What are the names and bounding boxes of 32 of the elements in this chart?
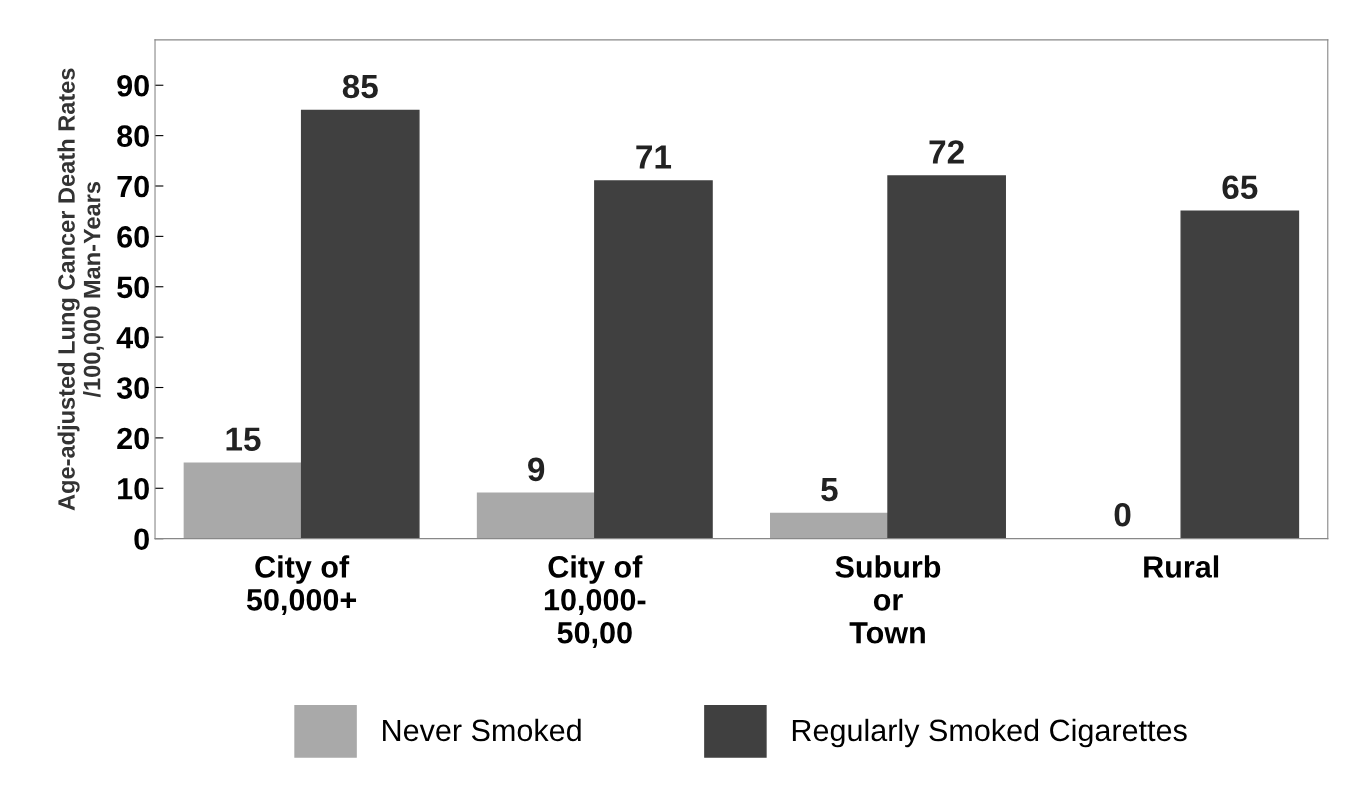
bar: [1180, 210, 1300, 539]
x-tick-label: City of 50,000+: [246, 555, 357, 616]
bar: [476, 492, 596, 539]
x-tick-label: Rural: [1144, 555, 1219, 578]
legend-label: Never Smoked: [383, 718, 581, 742]
data-label: 15: [226, 427, 261, 451]
y-tick-label: 80: [117, 125, 149, 147]
bar: [300, 109, 420, 539]
bar: [183, 462, 303, 539]
data-label: 65: [1222, 175, 1258, 200]
y-tick-label: 40: [116, 326, 149, 349]
y-tick-label: 30: [116, 377, 149, 399]
data-label: 0: [1114, 502, 1131, 527]
x-tick-label: Suburb or Town: [835, 555, 941, 644]
legend-label: Regularly Smoked Cigarettes: [792, 718, 1187, 748]
y-tick-label: 90: [117, 74, 149, 97]
bar: [594, 180, 713, 539]
y-tick-label: 0: [134, 528, 149, 551]
y-tick-label: 20: [117, 427, 149, 450]
data-label: 71: [636, 145, 672, 169]
y-tick-label: 60: [117, 226, 149, 248]
bar: [887, 175, 1006, 539]
y-axis-title: Age-adjusted Lung Cancer Death Rates /100,000 Man-Years: [57, 68, 104, 511]
y-tick-label: 10: [118, 478, 149, 500]
data-label: 85: [342, 74, 378, 99]
x-tick-label: City of 10,000- 50,00: [544, 555, 646, 649]
data-label: 5: [821, 478, 838, 502]
data-label: 9: [528, 457, 545, 482]
y-tick-label: 50: [117, 276, 149, 299]
data-label: 72: [929, 140, 964, 164]
bar: [770, 512, 889, 539]
y-tick-label: 70: [117, 175, 149, 198]
